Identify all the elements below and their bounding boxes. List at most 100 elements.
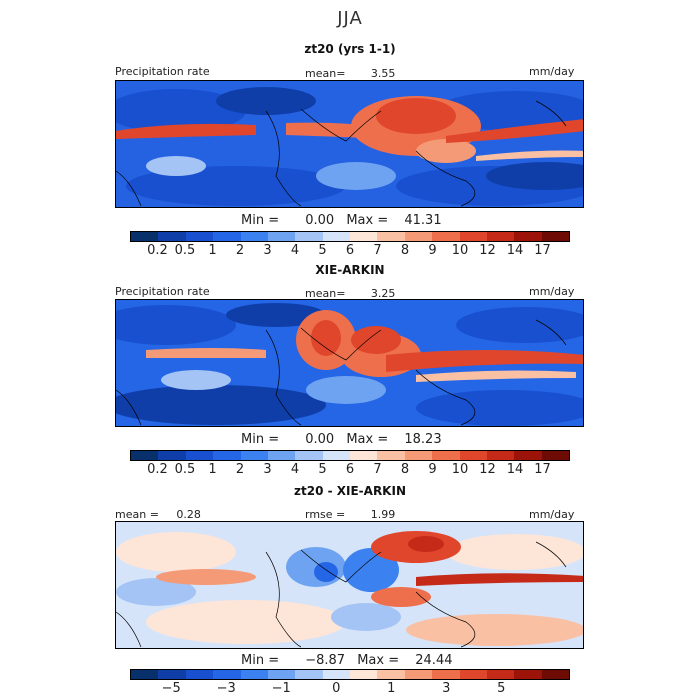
colorbar-tick-label: 0.5 [174, 243, 196, 258]
colorbar-swatch [514, 232, 542, 241]
panel-1-variable-label: Precipitation rate [115, 65, 210, 78]
colorbar-tick-label: 6 [345, 462, 355, 477]
panel-2-max-value: 18.23 [404, 432, 442, 447]
panel-2-colorbar [130, 450, 570, 461]
colorbar-swatch [322, 670, 350, 679]
panel-3-mean-value: 0.28 [176, 508, 201, 521]
colorbar-swatch [350, 670, 378, 679]
colorbar-swatch [486, 451, 515, 460]
colorbar-swatch [267, 451, 296, 460]
colorbar-tick-label: 1 [387, 681, 396, 696]
colorbar-swatch [432, 451, 460, 460]
colorbar-swatch [131, 670, 159, 679]
colorbar-swatch [541, 670, 569, 679]
colorbar-swatch [185, 232, 214, 241]
colorbar-tick-label: 5 [318, 243, 327, 258]
panel-2-units: mm/day [529, 285, 575, 298]
colorbar-swatch [295, 451, 323, 460]
colorbar-swatch [459, 451, 487, 460]
colorbar-swatch [240, 451, 268, 460]
colorbar-swatch [459, 670, 487, 679]
colorbar-tick-label: 0.2 [147, 462, 168, 477]
panel-1-title: zt20 (yrs 1-1) [304, 42, 396, 56]
colorbar-swatch [213, 232, 241, 241]
colorbar-swatch [213, 670, 241, 679]
panel-1-map [115, 80, 584, 208]
colorbar-tick-label: 3 [263, 243, 272, 258]
panel-1-colorbar [130, 231, 570, 242]
panel-3-title: zt20 - XIE-ARKIN [294, 484, 406, 498]
colorbar-swatch [131, 451, 159, 460]
colorbar-swatch [185, 670, 214, 679]
colorbar-tick-label: 5 [497, 681, 506, 696]
colorbar-tick-label: 14 [506, 462, 524, 477]
panel-2-mean-label: mean= [305, 287, 346, 300]
colorbar-swatch [322, 451, 350, 460]
colorbar-swatch [541, 451, 569, 460]
colorbar-tick-label: 4 [290, 243, 300, 258]
colorbar-swatch [404, 232, 433, 241]
colorbar-swatch [240, 232, 268, 241]
colorbar-swatch [404, 451, 433, 460]
panel-3-rmse-label: rmse = [305, 508, 346, 521]
colorbar-swatch [514, 670, 542, 679]
colorbar-swatch [322, 232, 350, 241]
colorbar-tick-label: 5 [318, 462, 327, 477]
colorbar-swatch [295, 232, 323, 241]
colorbar-tick-label: 6 [345, 243, 355, 258]
colorbar-tick-label: 0.5 [174, 462, 196, 477]
colorbar-swatch [514, 451, 542, 460]
colorbar-tick-label: 2 [235, 243, 245, 258]
colorbar-tick-label: −1 [271, 681, 291, 696]
panel-1-mean-value: 3.55 [370, 67, 396, 80]
colorbar-swatch [432, 232, 460, 241]
panel-3-rmse-value: 1.99 [370, 508, 396, 521]
figure-title: JJA [337, 8, 363, 29]
panel-1-min-value: 0.00 [305, 213, 335, 228]
colorbar-tick-label: 1 [208, 462, 217, 477]
colorbar-swatch [377, 670, 405, 679]
colorbar-tick-label: 7 [373, 243, 382, 258]
panel-2-title: XIE-ARKIN [315, 263, 385, 277]
colorbar-swatch [377, 232, 405, 241]
panel-2-colorbar-ticks: 0.2 0.5 1 2 3 4 5 6 7 8 9 10 12 14 17 [0, 462, 700, 478]
colorbar-swatch [185, 451, 214, 460]
panel-3-max-label: Max = [357, 653, 400, 668]
panel-2-max-label: Max = [346, 432, 389, 447]
colorbar-tick-label: 3 [263, 462, 272, 477]
colorbar-swatch [267, 670, 296, 679]
colorbar-swatch [486, 670, 515, 679]
colorbar-tick-label: 7 [373, 462, 382, 477]
panel-2-min-label: Min = [241, 432, 280, 447]
panel-2-mean-value: 3.25 [370, 287, 396, 300]
colorbar-swatch [131, 232, 159, 241]
colorbar-tick-label: 12 [479, 243, 496, 258]
panel-3-min-label: Min = [241, 653, 280, 668]
panel-3-max-value: 24.44 [415, 653, 453, 668]
panel-1-mean-label: mean= [305, 67, 346, 80]
panel-3-colorbar-ticks: −5 −3 −1 0 1 3 5 [0, 681, 700, 697]
colorbar-tick-label: 17 [534, 462, 551, 477]
colorbar-tick-label: −3 [216, 681, 236, 696]
panel-3-mean-label: mean = [115, 508, 159, 521]
colorbar-tick-label: 2 [235, 462, 245, 477]
panel-3-colorbar [130, 669, 570, 680]
colorbar-tick-label: 10 [451, 462, 469, 477]
colorbar-tick-label: 3 [442, 681, 451, 696]
panel-2-variable-label: Precipitation rate [115, 285, 210, 298]
colorbar-tick-label: −5 [161, 681, 181, 696]
colorbar-tick-label: 17 [534, 243, 551, 258]
colorbar-tick-label: 12 [479, 462, 496, 477]
colorbar-swatch [486, 232, 515, 241]
colorbar-swatch [158, 670, 186, 679]
colorbar-swatch [295, 670, 323, 679]
panel-2-map [115, 299, 584, 427]
colorbar-tick-label: 1 [208, 243, 217, 258]
panel-1-max-label: Max = [346, 213, 389, 228]
colorbar-swatch [267, 232, 296, 241]
colorbar-swatch [432, 670, 460, 679]
panel-1-max-value: 41.31 [404, 213, 442, 228]
colorbar-tick-label: 4 [290, 462, 300, 477]
colorbar-tick-label: 9 [428, 243, 437, 258]
colorbar-swatch [240, 670, 268, 679]
